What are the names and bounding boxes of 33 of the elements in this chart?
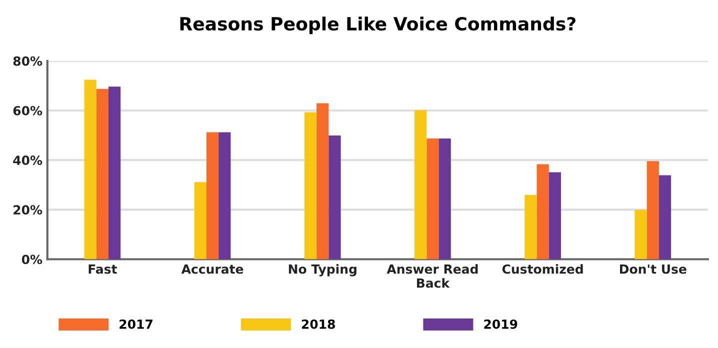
bar xyxy=(206,132,219,260)
bar xyxy=(414,110,427,260)
bar xyxy=(84,80,96,260)
legend-label: 2019 xyxy=(484,319,518,329)
bar xyxy=(438,138,451,260)
x-tick-label: Fast xyxy=(88,264,117,274)
x-tick-label: No Typing xyxy=(288,264,356,276)
bar xyxy=(194,182,206,260)
y-tick-label: 40% xyxy=(13,156,42,166)
x-tick-label: Accurate xyxy=(181,264,244,274)
bar xyxy=(218,132,231,260)
bar xyxy=(658,175,672,260)
y-tick-label: 80% xyxy=(13,56,42,66)
x-tick-label: Don't Use xyxy=(620,264,686,274)
bar xyxy=(96,88,108,260)
y-tick-label: 0% xyxy=(22,254,42,264)
bar xyxy=(316,103,329,260)
x-tick-label: Customized xyxy=(502,264,583,274)
bar xyxy=(426,138,439,260)
bar xyxy=(548,172,561,260)
bar xyxy=(524,195,537,260)
legend-label: 2018 xyxy=(302,319,335,329)
bar xyxy=(304,112,317,260)
chart-title: Reasons People Like Voice Commands? xyxy=(180,16,576,34)
legend-label: 2017 xyxy=(120,319,152,329)
bar xyxy=(634,210,647,260)
bar xyxy=(536,164,549,260)
bar xyxy=(108,86,121,260)
bar xyxy=(328,136,341,260)
y-tick-label: 60% xyxy=(13,106,42,116)
y-tick-label: 20% xyxy=(14,205,42,215)
x-tick-label: Answer Read Back xyxy=(386,264,478,288)
bar xyxy=(646,161,659,260)
